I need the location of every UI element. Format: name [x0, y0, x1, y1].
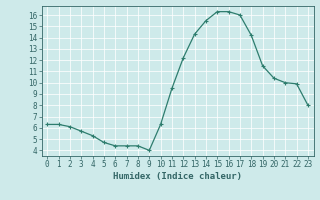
- X-axis label: Humidex (Indice chaleur): Humidex (Indice chaleur): [113, 172, 242, 181]
